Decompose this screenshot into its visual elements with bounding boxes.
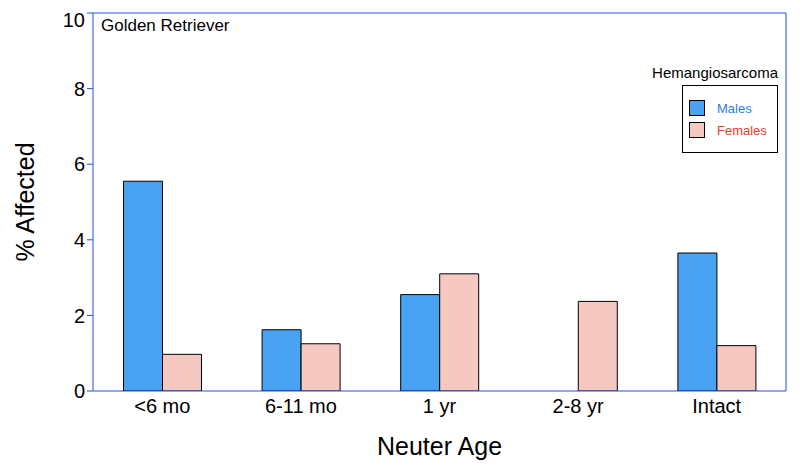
svg-text:8: 8 xyxy=(74,78,85,100)
html-text:Hemangiosarcoma: Hemangiosarcoma xyxy=(652,64,778,81)
svg-text:Intact: Intact xyxy=(692,395,741,417)
svg-text:% Affected: % Affected xyxy=(11,142,39,261)
svg-text:10: 10 xyxy=(63,9,85,31)
svg-text:0: 0 xyxy=(74,380,85,402)
svg-text:6: 6 xyxy=(74,153,85,175)
svg-text:2: 2 xyxy=(74,305,85,327)
html-text:Females: Females xyxy=(717,122,767,138)
svg-text:1 yr: 1 yr xyxy=(423,395,457,417)
svg-text:6-11 mo: 6-11 mo xyxy=(265,395,337,417)
svg-text:Neuter Age: Neuter Age xyxy=(377,432,502,460)
html-text:Males: Males xyxy=(717,100,752,116)
svg-text:<6 mo: <6 mo xyxy=(134,395,190,417)
svg-text:2-8 yr: 2-8 yr xyxy=(553,395,604,417)
svg-text:4: 4 xyxy=(74,229,85,251)
html-text:Golden Retriever: Golden Retriever xyxy=(101,16,230,35)
